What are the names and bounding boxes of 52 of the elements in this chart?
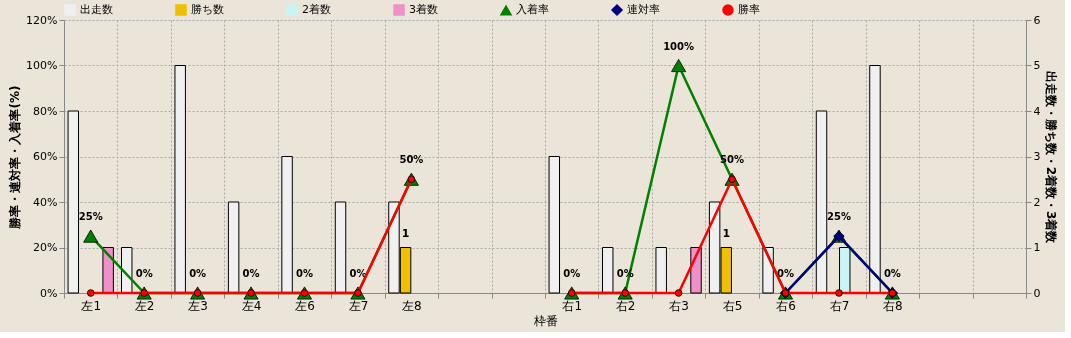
x-tick-label: 右5 — [722, 298, 743, 313]
y-tick-label: 100% — [26, 59, 58, 72]
legend-label: 連対率 — [627, 3, 660, 16]
x-tick-label: 右1 — [562, 298, 583, 313]
y-axis-title: 勝率・連対率・入着率(%) — [8, 85, 23, 230]
x-tick-label: 左8 — [402, 298, 422, 313]
x-tick-label: 左3 — [188, 298, 208, 313]
data-label: 0% — [135, 268, 153, 279]
data-label: 100% — [663, 40, 695, 52]
data-label: 25% — [78, 211, 103, 223]
data-label: 25% — [826, 211, 851, 223]
data-label: 50% — [399, 154, 424, 166]
data-label: 0% — [563, 268, 581, 279]
x-tick-label: 左6 — [295, 298, 315, 313]
y2-tick-label: 6 — [1033, 13, 1041, 27]
y-tick-label: 20% — [33, 241, 58, 254]
y-tick-label: 80% — [33, 104, 58, 118]
y2-axis-title: 出走数・勝ち数・2着数・3着数 — [1044, 70, 1059, 245]
x-tick-label: 右8 — [883, 298, 903, 313]
y2-tick-label: 1 — [1033, 241, 1041, 254]
x-tick-label: 右7 — [829, 298, 850, 313]
x-tick-label: 右3 — [669, 298, 689, 313]
x-tick-label: 左1 — [81, 298, 102, 313]
legend-label: 入着率 — [516, 3, 549, 17]
y2-tick-label: 0 — [1033, 286, 1041, 300]
y-tick-label: 0% — [40, 286, 58, 300]
data-label: 1 — [722, 226, 731, 240]
data-label: 0% — [189, 268, 207, 279]
data-label: 0% — [777, 268, 794, 279]
x-tick-label: 左2 — [134, 298, 155, 313]
legend-label: 2着数 — [302, 3, 331, 16]
y-tick-label: 60% — [33, 150, 58, 163]
x-tick-label: 左7 — [348, 298, 369, 313]
x-tick-label: 右6 — [776, 298, 796, 313]
legend-label: 出走数 — [80, 3, 113, 16]
data-label: 0% — [242, 268, 260, 279]
x-tick-label: 右2 — [615, 298, 636, 313]
x-tick-label: 左4 — [241, 298, 262, 313]
data-label: 0% — [296, 268, 313, 279]
legend-label: 3着数 — [409, 3, 438, 16]
y2-tick-label: 4 — [1033, 104, 1041, 118]
y-tick-label: 40% — [33, 195, 58, 209]
data-label: 1 — [401, 226, 410, 240]
data-label: 0% — [883, 268, 901, 279]
y2-tick-label: 3 — [1033, 150, 1041, 163]
legend-label: 勝ち数 — [191, 3, 224, 16]
x-axis-title: 枠番 — [532, 313, 558, 328]
data-label: 0% — [349, 268, 367, 279]
y2-tick-label: 5 — [1033, 59, 1041, 72]
legend-label: 勝率 — [738, 3, 760, 16]
y2-tick-label: 2 — [1033, 195, 1041, 209]
y-tick-label: 120% — [26, 13, 58, 27]
